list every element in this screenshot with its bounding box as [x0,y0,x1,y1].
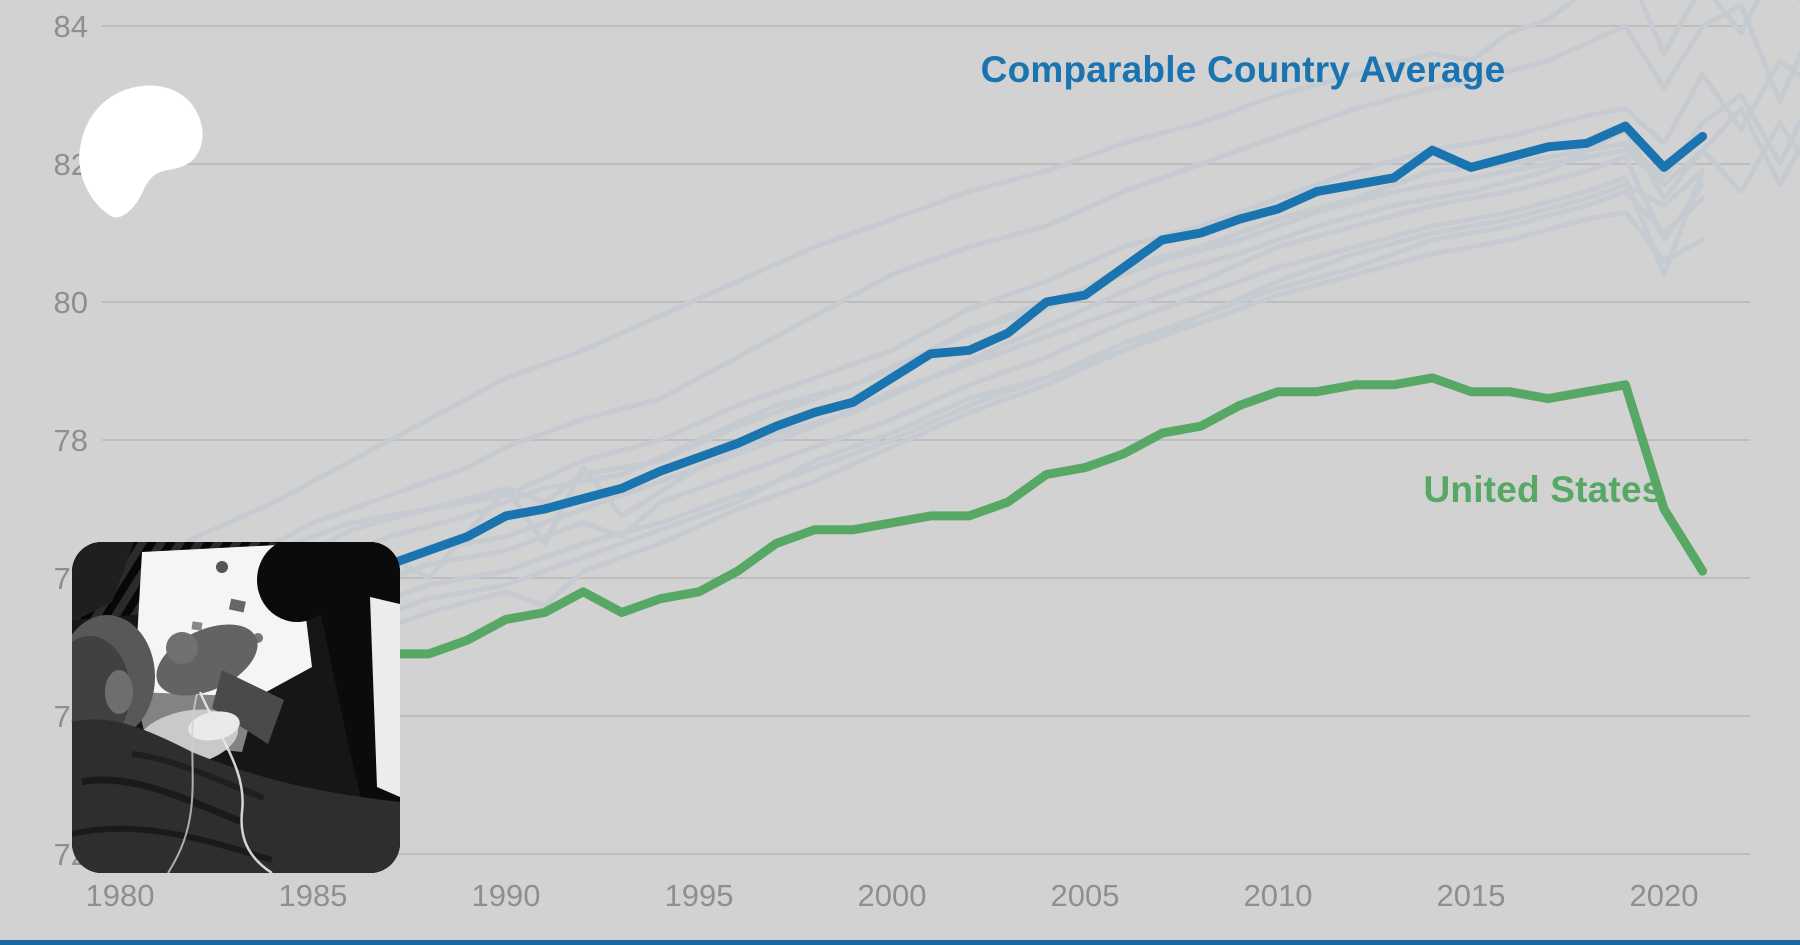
earphone-cord [167,693,198,873]
background-line-comparable-country-1 [71,0,1800,595]
window-mark [216,561,228,573]
face-highlight [105,670,133,714]
x-tick-label-2010: 2010 [1244,878,1313,913]
x-tick-label-1990: 1990 [472,878,541,913]
x-tick-label-2000: 2000 [858,878,927,913]
photo-overlay [72,542,400,873]
x-tick-label-1995: 1995 [665,878,734,913]
window-mark [191,621,203,631]
window-mark [228,598,246,613]
x-tick-label-2015: 2015 [1437,878,1506,913]
x-tick-label-2005: 2005 [1051,878,1120,913]
photo-bw-scene [72,542,400,873]
bottom-accent-bar [0,940,1800,945]
second-passenger-silhouette [272,542,400,812]
white-blob-sticker [79,85,203,218]
knuckles [166,632,198,664]
x-tick-label-1985: 1985 [279,878,348,913]
y-tick-label-84: 84 [54,9,88,44]
x-tick-label-2020: 2020 [1630,878,1699,913]
united-states-label: United States [1423,469,1663,510]
white-fabric-fold [188,711,240,741]
x-tick-label-1980: 1980 [86,878,155,913]
comparable-country-average-label: Comparable Country Average [980,49,1506,90]
shoulder-shadow [72,542,134,622]
background-line-comparable-country-3 [71,58,1800,602]
paper-edge [370,597,400,797]
jacket-fold [81,776,244,826]
y-tick-label-80: 80 [54,285,88,320]
y-tick-label-78: 78 [54,423,88,458]
second-passenger-head [257,542,337,622]
earphone-cord [198,691,273,873]
forearm [212,670,284,744]
blob-shape [79,85,203,218]
background-line-comparable-country-2 [71,2,1800,629]
jacket-fold [131,751,266,801]
